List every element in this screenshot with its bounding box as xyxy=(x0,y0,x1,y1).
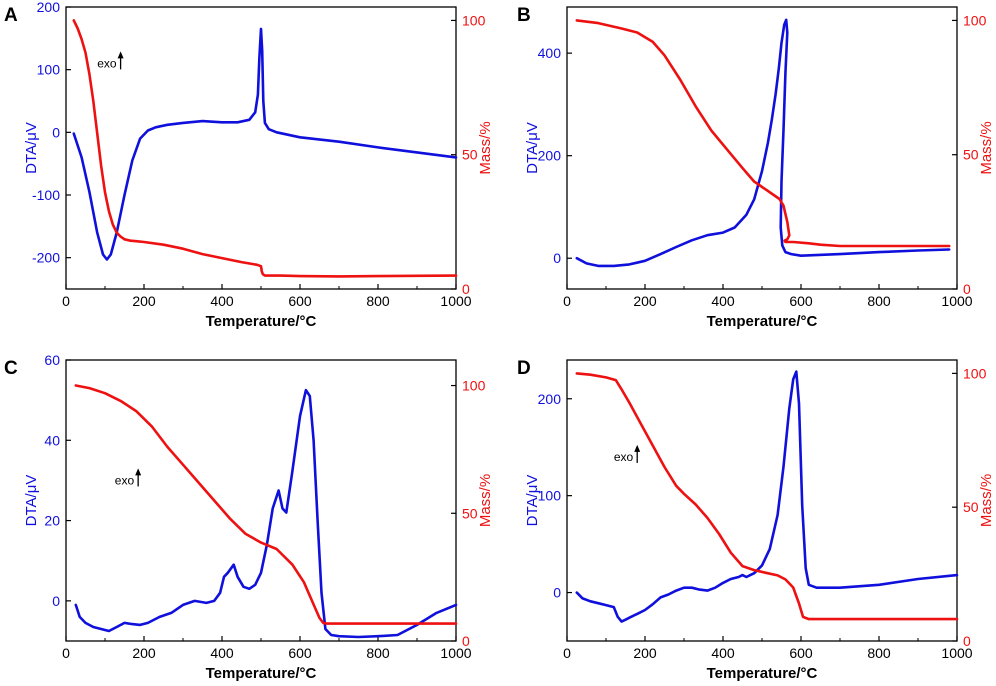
y-right-tick-label-d: 100 xyxy=(963,365,987,381)
y-left-tick-label-d: 100 xyxy=(538,488,562,504)
x-tick-label-c: 400 xyxy=(210,645,234,661)
exo-label-c: exo xyxy=(115,473,135,487)
x-axis-label-d: Temperature/°C xyxy=(707,665,818,682)
x-axis-label-a: Temperature/°C xyxy=(206,313,317,330)
exo-arrow-head-c xyxy=(135,468,142,476)
x-tick-label-d: 400 xyxy=(711,645,735,661)
y-right-tick-label-c: 0 xyxy=(462,633,470,649)
y-left-tick-label-a: -200 xyxy=(32,250,60,266)
y-right-tick-label-b: 50 xyxy=(963,147,979,163)
panel-letter-c: C xyxy=(4,358,18,379)
mass-curve-a xyxy=(72,19,458,278)
x-tick-label-d: 0 xyxy=(563,645,571,661)
dta-curve-c xyxy=(74,388,458,639)
y-right-axis-label-c: Mass/% xyxy=(477,474,494,527)
y-left-tick-label-d: 200 xyxy=(538,391,562,407)
y-right-tick-label-a: 100 xyxy=(462,12,486,28)
panel-letter-b: B xyxy=(517,5,531,26)
y-left-axis-label-b: DTA/μV xyxy=(524,122,541,174)
y-right-axis-label-a: Mass/% xyxy=(477,121,494,174)
y-right-tick-label-a: 50 xyxy=(462,147,478,163)
y-right-tick-label-d: 50 xyxy=(963,499,979,515)
mass-curve-c xyxy=(74,384,458,625)
y-left-tick-label-c: 60 xyxy=(44,352,60,368)
x-tick-label-b: 0 xyxy=(563,293,571,309)
y-right-tick-label-c: 100 xyxy=(462,378,486,394)
x-tick-label-b: 800 xyxy=(867,293,891,309)
x-tick-label-d: 200 xyxy=(633,645,657,661)
x-tick-label-c: 1000 xyxy=(440,645,471,661)
y-right-tick-label-a: 0 xyxy=(462,281,470,297)
x-tick-label-d: 1000 xyxy=(941,645,972,661)
y-left-axis-label-a: DTA/μV xyxy=(23,122,40,174)
y-right-axis-label-b: Mass/% xyxy=(978,121,995,174)
x-tick-label-d: 800 xyxy=(867,645,891,661)
y-left-axis-label-d: DTA/μV xyxy=(524,475,541,527)
y-left-axis-label-c: DTA/μV xyxy=(23,475,40,527)
y-left-tick-label-b: 200 xyxy=(538,148,562,164)
x-tick-label-b: 1000 xyxy=(941,293,972,309)
mass-curve-b xyxy=(575,19,951,248)
panel-letter-d: D xyxy=(517,358,531,379)
mass-curve-d xyxy=(575,372,959,621)
x-axis-label-b: Temperature/°C xyxy=(707,313,818,330)
y-left-tick-label-a: -100 xyxy=(32,187,60,203)
x-tick-label-b: 200 xyxy=(633,293,657,309)
y-left-tick-label-c: 0 xyxy=(52,593,60,609)
x-tick-label-b: 400 xyxy=(711,293,735,309)
y-left-tick-label-b: 0 xyxy=(553,250,561,266)
exo-label-a: exo xyxy=(97,56,117,70)
panel-a: A 0 200 400 600 800 1000 -200 -100 0 100 200 0 50 100 D… xyxy=(4,0,494,330)
y-right-tick-label-b: 0 xyxy=(963,281,971,297)
x-tick-label-b: 600 xyxy=(789,293,813,309)
x-tick-label-a: 1000 xyxy=(440,293,471,309)
x-tick-label-a: 400 xyxy=(210,293,234,309)
y-left-tick-label-d: 0 xyxy=(553,585,561,601)
x-tick-label-a: 200 xyxy=(132,293,156,309)
x-tick-label-c: 800 xyxy=(366,645,390,661)
exo-label-d: exo xyxy=(614,450,634,464)
x-tick-label-c: 200 xyxy=(132,645,156,661)
dta-curve-d xyxy=(575,370,959,623)
dta-curve-b xyxy=(575,18,951,268)
x-tick-label-a: 800 xyxy=(366,293,390,309)
x-tick-label-a: 0 xyxy=(62,293,70,309)
exo-arrow-head-a xyxy=(117,51,124,59)
y-left-tick-label-a: 100 xyxy=(37,62,61,78)
y-right-tick-label-d: 0 xyxy=(963,633,971,649)
x-tick-label-d: 600 xyxy=(789,645,813,661)
y-left-tick-label-c: 40 xyxy=(44,432,60,448)
x-tick-label-c: 0 xyxy=(62,645,70,661)
y-left-tick-label-a: 0 xyxy=(52,124,60,140)
x-axis-label-c: Temperature/°C xyxy=(206,665,317,682)
x-tick-label-a: 600 xyxy=(288,293,312,309)
y-left-tick-label-b: 400 xyxy=(538,45,562,61)
y-left-tick-label-c: 20 xyxy=(44,513,60,529)
exo-arrow-head-d xyxy=(634,444,641,452)
x-tick-label-c: 600 xyxy=(288,645,312,661)
dta-curve-a xyxy=(72,27,458,261)
y-left-tick-label-a: 200 xyxy=(37,0,61,15)
panel-letter-a: A xyxy=(4,5,18,26)
plot-frame-d xyxy=(566,359,958,642)
y-right-tick-label-b: 100 xyxy=(963,12,987,28)
y-right-tick-label-c: 50 xyxy=(462,505,478,521)
y-right-axis-label-d: Mass/% xyxy=(978,474,995,527)
